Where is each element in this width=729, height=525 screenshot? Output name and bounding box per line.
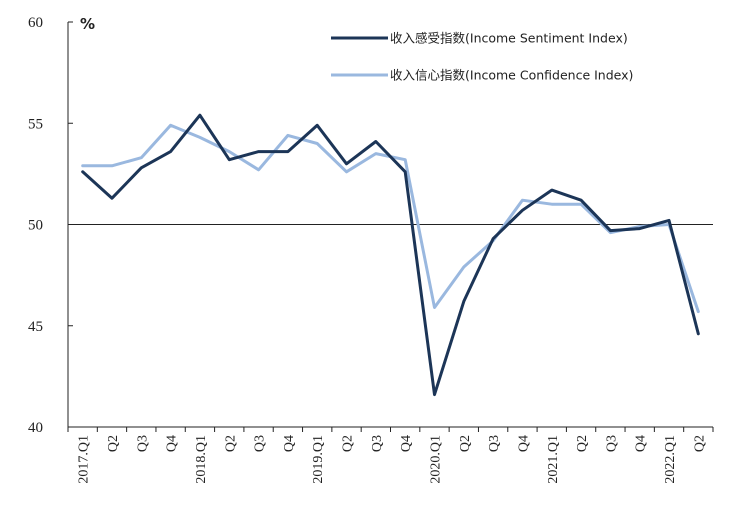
x-tick-label: Q3 — [370, 435, 385, 452]
series-lines — [81, 113, 700, 397]
y-axis-unit-label: % — [80, 15, 95, 33]
x-tick-label: Q2 — [575, 435, 590, 452]
x-tick-label: Q2 — [106, 435, 121, 452]
axes — [67, 22, 713, 428]
series-line-income-sentiment — [81, 113, 700, 397]
x-tick-label: 2020.Q1 — [428, 435, 443, 484]
x-tick-label: Q3 — [487, 435, 502, 452]
series-line-income-confidence — [81, 123, 700, 314]
x-tick-label: Q2 — [692, 435, 707, 452]
x-tick-label: 2021.Q1 — [546, 435, 561, 484]
y-tick-label: 60 — [28, 15, 43, 31]
x-tick-label: Q3 — [135, 435, 150, 452]
x-tick-label: Q4 — [399, 435, 414, 452]
y-tick-label: 55 — [28, 116, 43, 132]
x-tick-label: 2019.Q1 — [311, 435, 326, 484]
legend-label-income-confidence: 收入信心指数(Income Confidence Index) — [390, 68, 633, 83]
x-tick-label: Q4 — [516, 435, 531, 452]
x-axis-ticks: 2017.Q1 Q2 Q3 Q4 2018.Q1 Q2 Q3 Q4 2019.Q1 Q2 Q3 Q4 2… — [67, 427, 714, 484]
x-tick-label: Q3 — [253, 435, 268, 452]
x-tick-label: Q4 — [165, 435, 180, 452]
legend: 收入感受指数(Income Sentiment Index) 收入信心指数(In… — [331, 31, 633, 83]
x-tick-label: 2017.Q1 — [77, 435, 92, 484]
x-tick-label: Q3 — [604, 435, 619, 452]
x-tick-label: Q4 — [282, 435, 297, 452]
x-tick-label: Q2 — [223, 435, 238, 452]
y-axis-ticks: 40 45 50 55 60 — [28, 15, 73, 436]
x-tick-label: Q2 — [341, 435, 356, 452]
x-tick-label: Q4 — [634, 435, 649, 452]
y-tick-label: 50 — [28, 218, 43, 234]
y-tick-label: 45 — [28, 319, 43, 335]
legend-label-income-sentiment: 收入感受指数(Income Sentiment Index) — [390, 31, 628, 46]
y-tick-label: 40 — [28, 420, 43, 436]
x-tick-label: 2022.Q1 — [663, 435, 678, 484]
x-tick-label: Q2 — [458, 435, 473, 452]
x-tick-label: 2018.Q1 — [194, 435, 209, 484]
